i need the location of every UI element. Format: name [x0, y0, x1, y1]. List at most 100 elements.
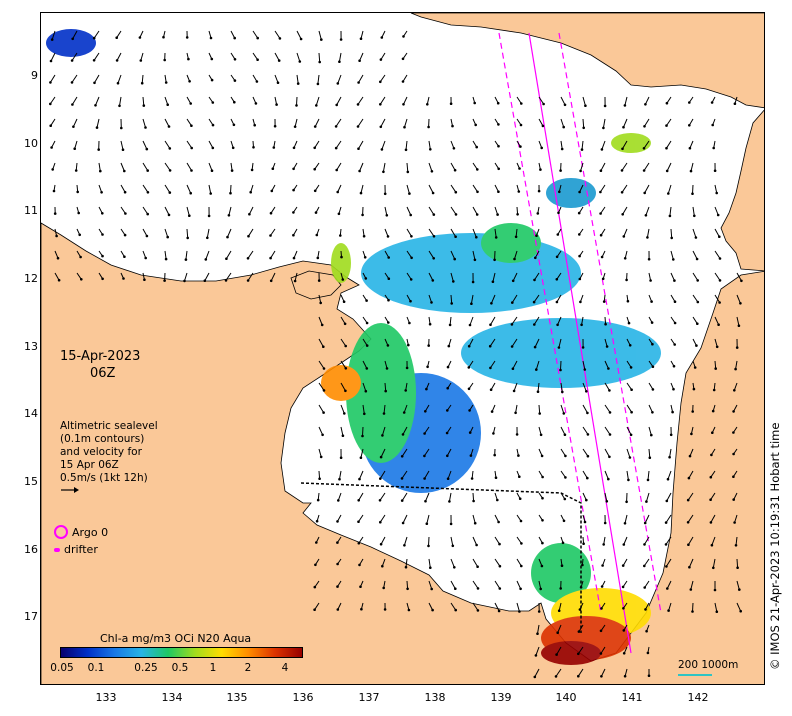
velocity-arrow: [623, 536, 628, 545]
velocity-arrow: [428, 272, 434, 281]
velocity-arrow: [537, 382, 540, 392]
velocity-arrow: [489, 338, 496, 347]
velocity-arrow-head: [667, 192, 670, 195]
velocity-arrow-head: [600, 675, 603, 678]
colorbar-tick: 2: [244, 662, 252, 674]
velocity-arrow-head: [665, 499, 669, 503]
velocity-arrow-head: [630, 388, 633, 392]
velocity-arrow-head: [209, 36, 213, 40]
velocity-arrow-head: [448, 323, 452, 327]
velocity-arrow: [54, 272, 60, 281]
velocity-arrow-head: [53, 212, 57, 215]
velocity-arrow-head: [489, 366, 492, 370]
velocity-arrow-head: [381, 564, 384, 568]
velocity-arrow-head: [601, 277, 605, 281]
velocity-arrow: [184, 272, 188, 282]
velocity-arrow-head: [732, 498, 735, 501]
velocity-arrow-head: [512, 389, 516, 393]
velocity-arrow-head: [446, 477, 450, 481]
velocity-arrow: [318, 382, 325, 391]
velocity-arrow: [577, 668, 584, 677]
velocity-arrow: [208, 140, 214, 149]
velocity-arrow-head: [276, 81, 280, 84]
velocity-arrow: [358, 74, 364, 83]
velocity-arrow-head: [586, 411, 589, 415]
velocity-arrow-head: [246, 279, 250, 282]
velocity-arrow: [142, 162, 149, 171]
velocity-arrow-head: [650, 321, 654, 324]
velocity-arrow-head: [513, 257, 516, 261]
velocity-arrow-head: [734, 367, 737, 371]
velocity-arrow: [534, 668, 540, 678]
velocity-arrow-head: [670, 236, 673, 240]
velocity-arrow-head: [561, 390, 564, 394]
velocity-arrow-head: [643, 586, 646, 589]
velocity-arrow-head: [622, 652, 626, 655]
velocity-arrow-head: [691, 192, 694, 195]
velocity-arrow: [142, 96, 145, 106]
velocity-arrow: [534, 272, 540, 281]
velocity-arrow: [186, 140, 193, 149]
velocity-arrow-head: [446, 454, 449, 458]
velocity-arrow-head: [404, 389, 408, 392]
velocity-arrow-head: [712, 566, 715, 570]
velocity-arrow-head: [334, 125, 338, 128]
velocity-arrow-head: [70, 59, 74, 62]
velocity-arrow-head: [379, 58, 383, 61]
velocity-arrow-head: [379, 125, 383, 129]
velocity-arrow: [512, 272, 518, 282]
lat-tick: 13: [24, 340, 38, 353]
velocity-arrow-head: [585, 498, 588, 502]
velocity-arrow: [710, 514, 716, 523]
velocity-arrow-head: [475, 145, 479, 149]
velocity-arrow: [714, 602, 718, 612]
lon-tick: 139: [490, 691, 512, 704]
velocity-arrow-head: [647, 674, 651, 677]
velocity-arrow-head: [189, 102, 192, 105]
velocity-arrow-head: [336, 608, 340, 611]
velocity-arrow-head: [578, 277, 582, 281]
velocity-arrow-head: [584, 104, 587, 107]
velocity-arrow-head: [335, 103, 339, 107]
velocity-arrow: [142, 140, 148, 150]
velocity-arrow-head: [644, 214, 648, 217]
velocity-arrow-head: [541, 475, 544, 479]
velocity-arrow: [670, 228, 673, 238]
velocity-arrow: [604, 448, 610, 458]
velocity-arrow: [736, 316, 740, 326]
velocity-arrow-head: [381, 434, 384, 437]
argo-circle-icon: [54, 525, 68, 539]
velocity-arrow: [450, 602, 457, 611]
velocity-arrow-head: [473, 101, 477, 105]
velocity-arrow: [582, 96, 586, 106]
velocity-arrow-head: [476, 190, 479, 194]
velocity-arrow: [428, 228, 435, 237]
velocity-arrow-head: [432, 235, 436, 238]
velocity-arrow-head: [709, 498, 712, 502]
velocity-arrow-head: [627, 321, 631, 325]
velocity-arrow-head: [344, 367, 348, 370]
velocity-arrow-head: [691, 410, 694, 413]
velocity-arrow-head: [144, 126, 147, 129]
velocity-arrow-head: [402, 103, 405, 106]
velocity-arrow-head: [736, 566, 739, 569]
velocity-arrow-head: [534, 654, 538, 657]
velocity-arrow-head: [71, 103, 74, 106]
velocity-arrow-head: [664, 543, 668, 546]
velocity-arrow-head: [427, 544, 430, 548]
velocity-arrow: [714, 338, 718, 347]
velocity-arrow: [538, 404, 541, 414]
velocity-arrow: [692, 272, 699, 281]
velocity-arrow: [582, 426, 589, 435]
velocity-arrow-head: [316, 498, 320, 502]
velocity-arrow: [516, 602, 520, 612]
velocity-arrow-head: [511, 301, 514, 304]
land-cape-york: [720, 109, 764, 272]
velocity-arrow: [643, 558, 650, 567]
velocity-arrow-head: [515, 433, 519, 436]
velocity-arrow-head: [665, 169, 669, 173]
velocity-arrow: [626, 470, 629, 480]
velocity-arrow-head: [232, 123, 236, 127]
velocity-arrow-head: [557, 609, 561, 612]
velocity-arrow-head: [586, 433, 590, 436]
